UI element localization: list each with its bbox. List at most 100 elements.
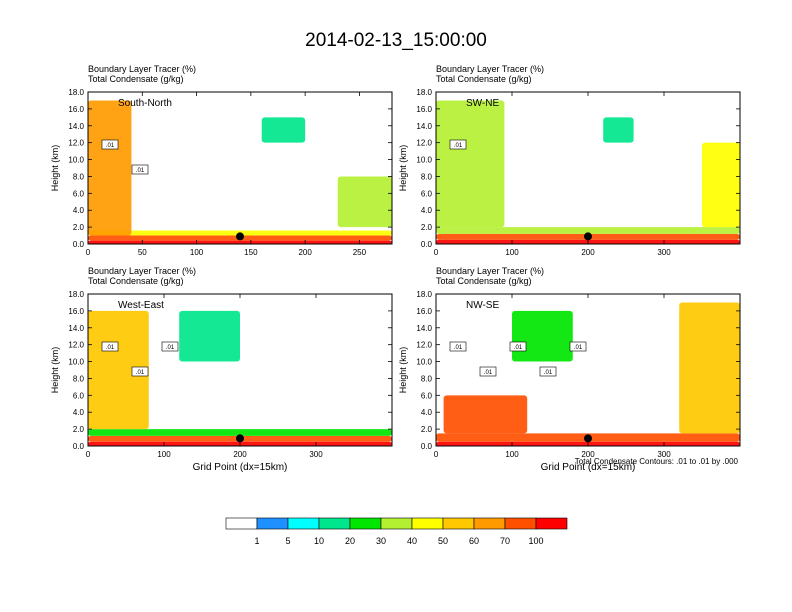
y-tick-label: 18.0 [416, 290, 432, 299]
tracer-region-4 [88, 100, 132, 236]
x-tick-label: 0 [86, 248, 91, 257]
panel-label: NW-SE [466, 300, 499, 311]
colorbar-swatch [225, 517, 258, 530]
colorbar-swatch [473, 517, 506, 530]
y-tick-label: 18.0 [68, 88, 84, 97]
y-tick-label: 16.0 [68, 105, 84, 114]
y-tick-label: 16.0 [416, 307, 432, 316]
colorbar-label: 50 [438, 536, 448, 546]
y-tick-label: 18.0 [68, 290, 84, 299]
y-tick-label: 2.0 [73, 425, 85, 434]
tracer-field [436, 100, 740, 244]
y-tick-label: 8.0 [421, 172, 433, 181]
colorbar-swatch [318, 517, 351, 530]
y-tick-label: 6.0 [73, 189, 85, 198]
colorbar-label: 70 [500, 536, 510, 546]
colorbar-swatch [504, 517, 537, 530]
panel-subtitle-2: Total Condensate (g/kg) [88, 74, 184, 84]
location-marker [584, 232, 592, 241]
contour-label-box [539, 366, 557, 377]
x-tick-label: 100 [505, 248, 519, 257]
panel-1: Boundary Layer Tracer (%)Total Condensat… [50, 64, 393, 257]
colorbar-swatch [349, 517, 382, 530]
colorbar-label: 100 [528, 536, 543, 546]
location-marker [236, 434, 244, 443]
panel-subtitle-1: Boundary Layer Tracer (%) [88, 64, 196, 74]
panel-4: Boundary Layer Tracer (%)Total Condensat… [398, 266, 741, 473]
tracer-region-5 [512, 310, 573, 362]
contour-label: .01 [166, 345, 175, 351]
x-tick-label: 0 [86, 450, 91, 459]
y-tick-label: 0.0 [73, 240, 85, 249]
tracer-region-5 [337, 176, 392, 228]
contour-label: .01 [574, 345, 583, 351]
colorbar-swatch [442, 517, 475, 530]
y-tick-label: 16.0 [68, 307, 84, 316]
y-tick-label: 2.0 [421, 425, 433, 434]
x-tick-label: 50 [138, 248, 147, 257]
x-tick-label: 150 [244, 248, 258, 257]
colorbar-label: 40 [407, 536, 417, 546]
panel-3: Boundary Layer Tracer (%)Total Condensat… [50, 266, 393, 473]
x-tick-label: 200 [233, 450, 247, 459]
colorbar-swatch [535, 517, 568, 530]
y-tick-label: 4.0 [421, 408, 433, 417]
x-axis-label: Grid Point (dx=15km) [541, 462, 636, 473]
contour-label-box [509, 341, 527, 352]
contour-label-box [101, 341, 119, 352]
y-tick-label: 12.0 [68, 139, 84, 148]
contour-label-box [449, 341, 467, 352]
x-tick-label: 100 [505, 450, 519, 459]
y-axis-label: Height (km) [50, 145, 60, 192]
y-tick-label: 18.0 [416, 88, 432, 97]
x-tick-label: 100 [190, 248, 204, 257]
x-tick-label: 300 [657, 450, 671, 459]
y-tick-label: 10.0 [416, 156, 432, 165]
contour-label: .01 [454, 345, 463, 351]
contour-label-box [101, 139, 119, 150]
y-tick-label: 10.0 [416, 358, 432, 367]
y-tick-label: 8.0 [73, 172, 85, 181]
tracer-region-3 [88, 429, 392, 436]
panel-label: SW-NE [466, 98, 499, 109]
x-tick-label: 0 [434, 248, 439, 257]
y-tick-label: 4.0 [421, 206, 433, 215]
colorbar-swatch [287, 517, 320, 530]
colorbar-swatch [380, 517, 413, 530]
contour-label-box [131, 164, 149, 175]
colorbar-label: 10 [314, 536, 324, 546]
contour-label-box [479, 366, 497, 377]
x-tick-label: 300 [309, 450, 323, 459]
location-marker [236, 232, 244, 241]
y-tick-label: 6.0 [421, 391, 433, 400]
y-tick-label: 2.0 [421, 223, 433, 232]
panel-subtitle-1: Boundary Layer Tracer (%) [436, 266, 544, 276]
colorbar-label: 30 [376, 536, 386, 546]
tracer-region-3 [443, 395, 528, 434]
y-tick-label: 10.0 [68, 358, 84, 367]
colorbar-swatch [256, 517, 289, 530]
tracer-field [88, 100, 392, 244]
y-axis-label: Height (km) [50, 347, 60, 394]
tracer-region-4 [88, 310, 149, 430]
y-tick-label: 8.0 [421, 374, 433, 383]
colorbar-label: 5 [285, 536, 290, 546]
colorbar-swatch [411, 517, 444, 530]
tracer-region-1 [88, 240, 392, 244]
contour-label: .01 [454, 143, 463, 149]
panel-2: Boundary Layer Tracer (%)Total Condensat… [398, 64, 741, 257]
contour-label-box [569, 341, 587, 352]
x-tick-label: 300 [657, 248, 671, 257]
y-tick-label: 8.0 [73, 374, 85, 383]
colorbar-label: 60 [469, 536, 479, 546]
x-tick-label: 0 [434, 450, 439, 459]
y-tick-label: 0.0 [421, 240, 433, 249]
y-tick-label: 14.0 [416, 122, 432, 131]
y-tick-label: 0.0 [421, 442, 433, 451]
contour-label-box [161, 341, 179, 352]
y-tick-label: 12.0 [68, 341, 84, 350]
panel-label: West-East [118, 300, 164, 311]
y-tick-label: 4.0 [73, 408, 85, 417]
tracer-region-4 [679, 302, 740, 434]
y-tick-label: 10.0 [68, 156, 84, 165]
